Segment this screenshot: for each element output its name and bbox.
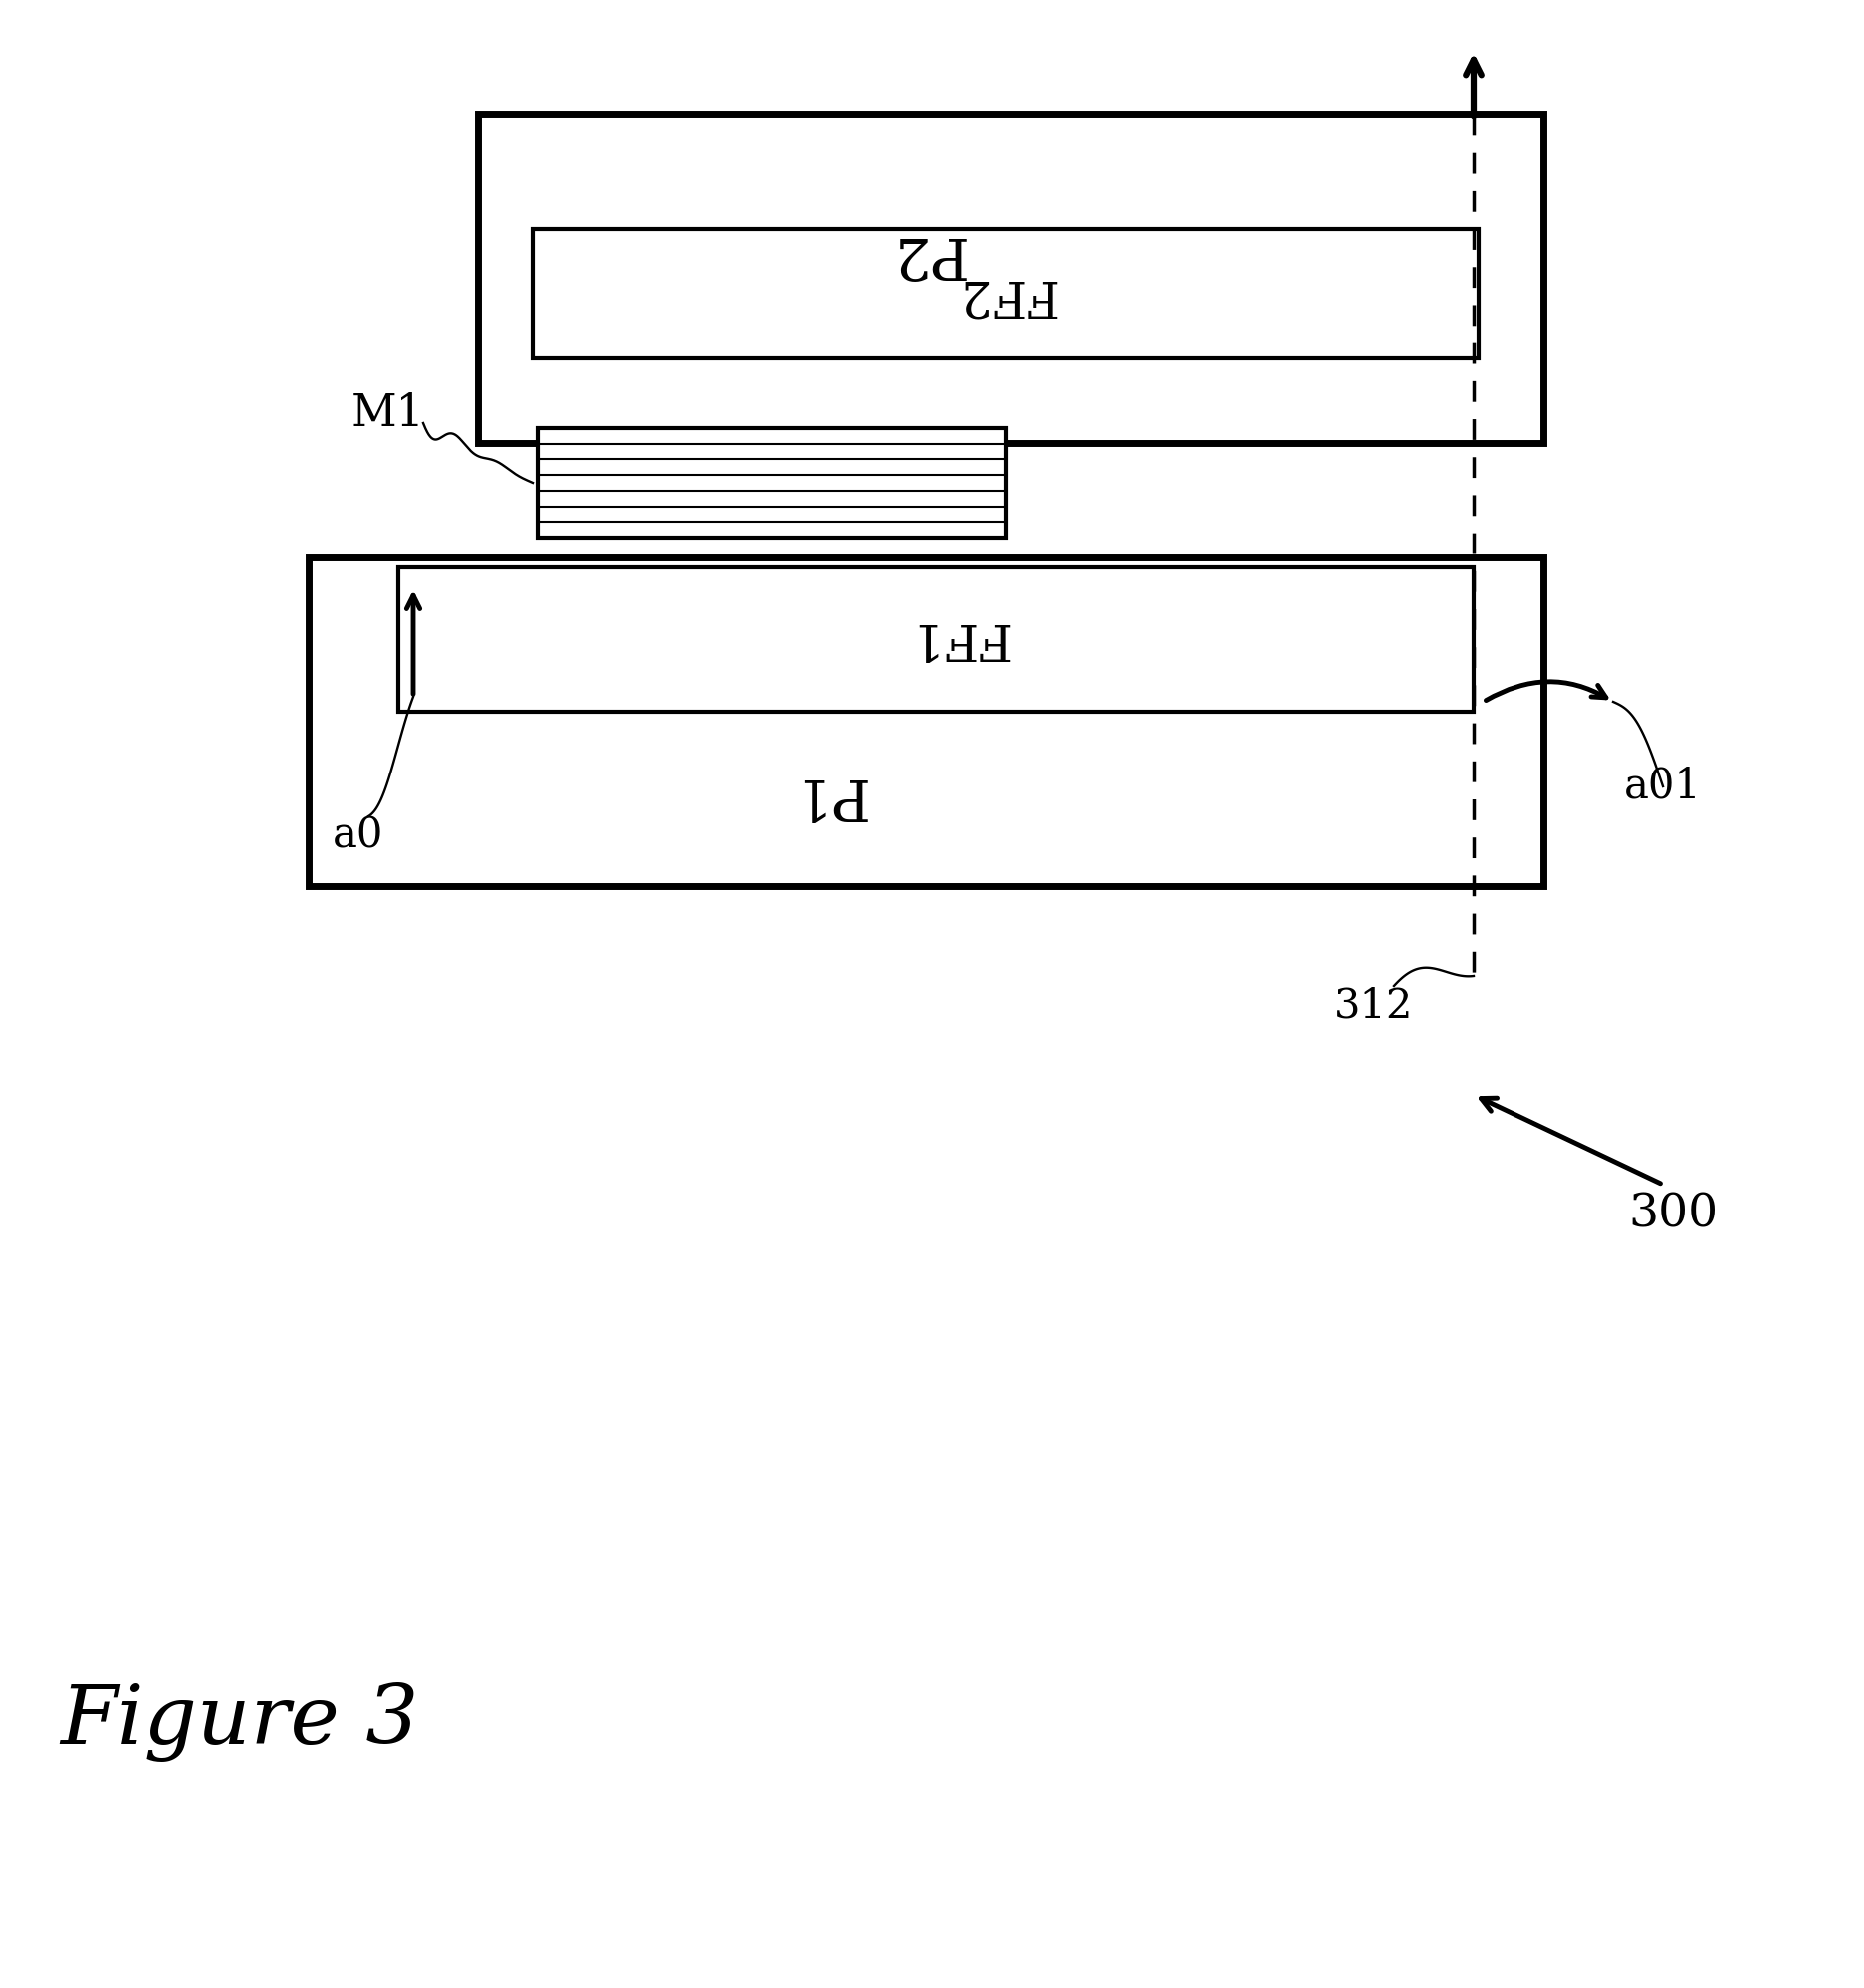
Bar	[537, 427, 1007, 537]
Text: M1: M1	[352, 392, 425, 435]
Text: FF2: FF2	[954, 268, 1057, 318]
Text: 300: 300	[1627, 1193, 1719, 1237]
Bar	[533, 229, 1478, 358]
Text: a0: a0	[334, 815, 384, 857]
Bar	[477, 115, 1543, 443]
Bar	[309, 557, 1543, 887]
Text: FF1: FF1	[908, 612, 1008, 662]
Text: P1: P1	[788, 765, 865, 821]
Text: a01: a01	[1624, 765, 1702, 807]
Bar	[399, 567, 1474, 712]
Text: Figure 3: Figure 3	[60, 1682, 419, 1761]
Text: P2: P2	[887, 225, 964, 280]
Text: 312: 312	[1335, 984, 1413, 1026]
